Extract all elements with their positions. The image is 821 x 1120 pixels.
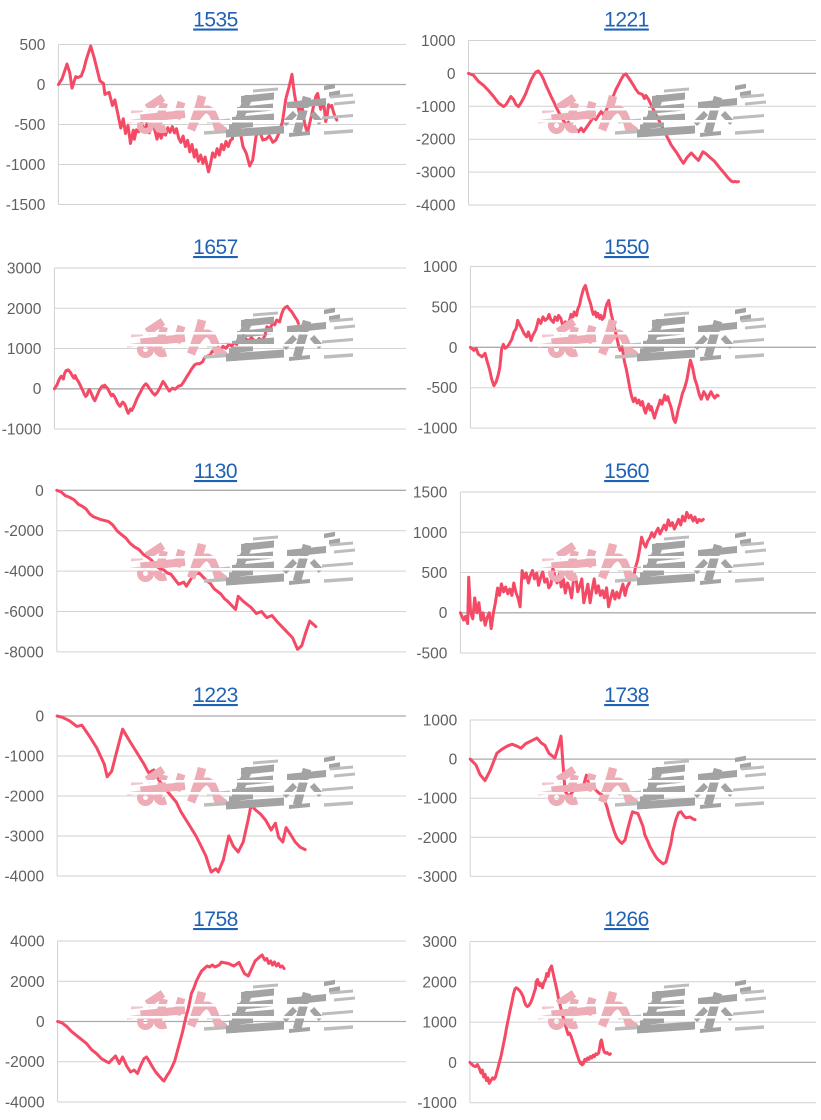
svg-text:2000: 2000 [7, 301, 42, 318]
svg-text:-2000: -2000 [5, 1054, 45, 1071]
svg-text:4000: 4000 [10, 934, 45, 951]
svg-text:2000: 2000 [422, 974, 457, 991]
svg-text:-8000: -8000 [4, 644, 44, 661]
svg-text:-2000: -2000 [4, 789, 44, 806]
svg-text:-1000: -1000 [4, 749, 44, 766]
svg-text:0: 0 [438, 605, 447, 622]
svg-text:-1000: -1000 [417, 791, 457, 808]
svg-text:0: 0 [448, 340, 457, 357]
svg-text:500: 500 [431, 299, 457, 316]
svg-text:3000: 3000 [422, 934, 457, 951]
svg-text:500: 500 [20, 37, 46, 54]
svg-text:0: 0 [36, 1014, 45, 1031]
svg-text:1000: 1000 [421, 33, 456, 50]
svg-text:1560: 1560 [604, 460, 649, 483]
svg-text:-1000: -1000 [417, 421, 457, 438]
svg-text:-4000: -4000 [4, 564, 44, 581]
svg-text:-4000: -4000 [5, 1095, 45, 1112]
svg-text:-1000: -1000 [2, 422, 42, 439]
svg-text:0: 0 [448, 1055, 457, 1072]
svg-text:1000: 1000 [422, 713, 457, 730]
svg-text:-1000: -1000 [415, 99, 455, 116]
svg-text:1500: 1500 [412, 485, 447, 502]
svg-text:0: 0 [33, 381, 42, 398]
svg-text:0: 0 [35, 709, 44, 726]
svg-text:-3000: -3000 [417, 869, 457, 886]
svg-text:-3000: -3000 [415, 165, 455, 182]
svg-text:1738: 1738 [604, 684, 649, 707]
svg-text:1000: 1000 [422, 259, 457, 276]
svg-text:-2000: -2000 [415, 132, 455, 149]
svg-text:-3000: -3000 [4, 829, 44, 846]
svg-text:-500: -500 [416, 646, 447, 663]
svg-text:-2000: -2000 [4, 523, 44, 540]
svg-text:-4000: -4000 [415, 198, 455, 215]
svg-text:-500: -500 [14, 117, 45, 134]
svg-text:-2000: -2000 [417, 830, 457, 847]
svg-text:-500: -500 [426, 380, 457, 397]
svg-text:0: 0 [448, 752, 457, 769]
svg-text:0: 0 [35, 483, 44, 500]
svg-text:0: 0 [446, 66, 455, 83]
svg-text:-1000: -1000 [6, 157, 46, 174]
svg-text:-1000: -1000 [417, 1095, 457, 1112]
svg-text:2000: 2000 [10, 974, 45, 991]
svg-text:1535: 1535 [193, 9, 238, 32]
svg-text:1550: 1550 [604, 236, 649, 259]
svg-text:1000: 1000 [412, 525, 447, 542]
svg-text:-1500: -1500 [6, 197, 46, 214]
svg-text:1000: 1000 [422, 1015, 457, 1032]
svg-text:1130: 1130 [194, 460, 237, 483]
svg-text:-6000: -6000 [4, 604, 44, 621]
svg-text:1223: 1223 [193, 684, 238, 707]
svg-text:-4000: -4000 [4, 869, 44, 886]
svg-text:1266: 1266 [604, 908, 649, 931]
svg-text:1000: 1000 [7, 341, 42, 358]
svg-text:3000: 3000 [7, 261, 42, 278]
svg-text:0: 0 [37, 77, 46, 94]
svg-text:1758: 1758 [193, 908, 238, 931]
svg-text:1657: 1657 [193, 236, 238, 259]
svg-text:1221: 1221 [604, 9, 649, 32]
svg-text:500: 500 [421, 565, 447, 582]
